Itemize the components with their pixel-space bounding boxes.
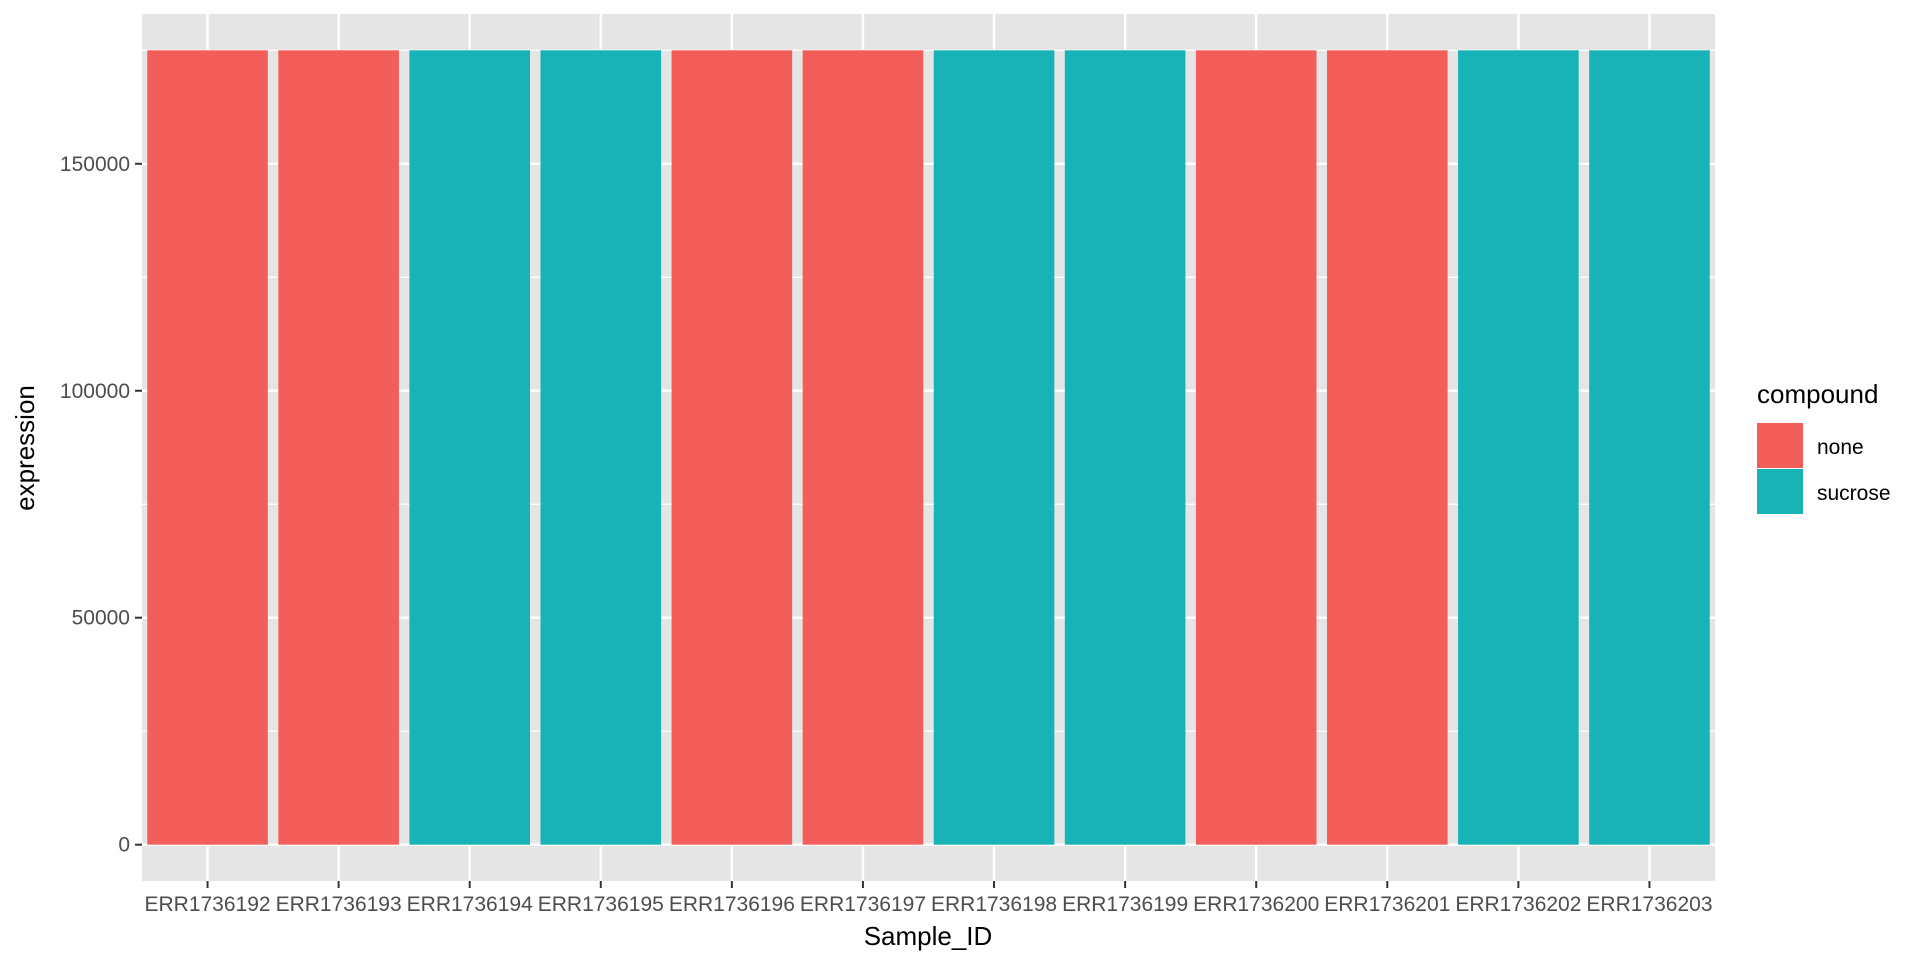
x-tick-label: ERR1736199 <box>1062 893 1188 916</box>
x-tick-label: ERR1736200 <box>1193 893 1319 916</box>
bar-ERR1736202 <box>1458 50 1579 845</box>
y-axis-title: expression <box>10 385 40 511</box>
legend-label-none: none <box>1817 436 1864 459</box>
legend-label-sucrose: sucrose <box>1817 482 1891 505</box>
legend-key-none <box>1757 423 1803 468</box>
bar-ERR1736198 <box>933 50 1055 845</box>
bar-ERR1736200 <box>1195 50 1317 845</box>
bar-ERR1736195 <box>540 50 662 845</box>
legend-key-sucrose <box>1757 469 1803 514</box>
bars <box>147 50 1710 845</box>
x-tick-label: ERR1736198 <box>931 893 1057 916</box>
plot-panel <box>142 14 1715 881</box>
bar-ERR1736194 <box>409 50 531 845</box>
x-tick-label: ERR1736202 <box>1455 893 1581 916</box>
x-tick-label: ERR1736195 <box>538 893 664 916</box>
x-tick-label: ERR1736196 <box>669 893 795 916</box>
x-tick-label: ERR1736197 <box>800 893 926 916</box>
legend-title: compound <box>1757 379 1878 409</box>
y-tick-label: 150000 <box>60 153 130 176</box>
x-tick-label: ERR1736193 <box>276 893 402 916</box>
x-tick-label: ERR1736201 <box>1324 893 1450 916</box>
bar-ERR1736197 <box>802 50 924 845</box>
bar-ERR1736196 <box>671 50 793 845</box>
bar-ERR1736193 <box>278 50 399 845</box>
y-tick-label: 100000 <box>60 380 130 403</box>
y-tick-label: 0 <box>118 834 130 857</box>
x-tick-label: ERR1736192 <box>144 893 270 916</box>
y-tick-label: 50000 <box>72 607 130 630</box>
x-tick-label: ERR1736194 <box>407 893 533 916</box>
bar-ERR1736203 <box>1589 50 1710 845</box>
x-tick-label: ERR1736203 <box>1586 893 1712 916</box>
bar-ERR1736201 <box>1326 50 1448 845</box>
x-axis-title: Sample_ID <box>864 921 993 951</box>
bar-ERR1736192 <box>147 50 268 845</box>
bar-ERR1736199 <box>1064 50 1186 845</box>
legend: compound none sucrose <box>1757 379 1891 514</box>
